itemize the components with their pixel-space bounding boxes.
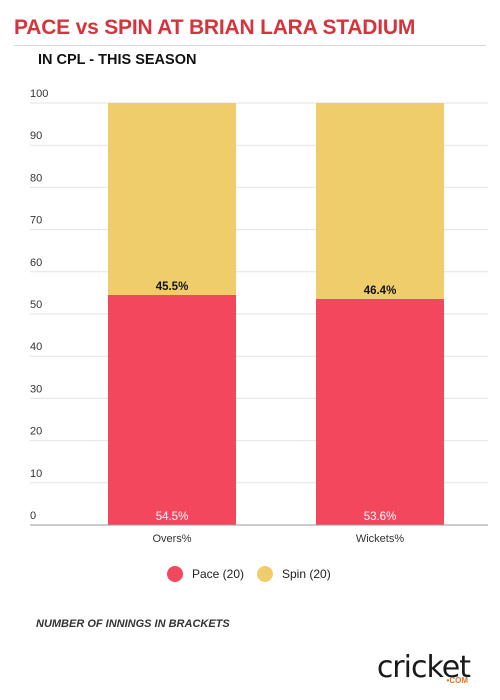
- bar-spin: [108, 103, 236, 296]
- data-label: 54.5%: [156, 511, 189, 523]
- cricket-logo-sub: •COM: [446, 676, 468, 685]
- footnote: NUMBER OF INNINGS IN BRACKETS: [36, 618, 230, 630]
- data-label: 45.5%: [156, 281, 189, 293]
- y-tick-label: 20: [30, 426, 42, 438]
- bar-spin: [316, 103, 444, 299]
- legend-marker: [167, 566, 183, 582]
- y-tick-label: 60: [30, 257, 42, 269]
- y-tick-label: 30: [30, 383, 42, 395]
- data-label: 53.6%: [364, 511, 397, 523]
- legend-marker: [257, 566, 273, 582]
- y-tick-label: 90: [30, 130, 42, 142]
- y-tick-label: 70: [30, 215, 42, 227]
- legend-label: Spin (20): [282, 567, 331, 581]
- stacked-bar-chart: 0 10 20 30 40 50 60 70 80 90 100 54.5% 45.5% Overs% 53…: [30, 88, 488, 582]
- y-tick-label: 10: [30, 468, 42, 480]
- chart-title: PACE vs SPIN AT BRIAN LARA STADIUM: [14, 16, 416, 39]
- y-tick-label: 100: [30, 88, 48, 100]
- bar-pace: [108, 295, 236, 525]
- data-label: 46.4%: [364, 285, 397, 297]
- chart-subtitle: IN CPL - THIS SEASON: [38, 52, 197, 68]
- bar-pace: [316, 298, 444, 525]
- x-tick-label: Overs%: [152, 533, 191, 545]
- y-tick-label: 40: [30, 341, 42, 353]
- title-divider: [14, 45, 486, 46]
- cricket-logo: cricket: [376, 650, 471, 685]
- y-tick-label: 50: [30, 299, 42, 311]
- y-tick-label: 80: [30, 172, 42, 184]
- y-tick-label: 0: [30, 510, 36, 522]
- legend-label: Pace (20): [192, 567, 244, 581]
- x-tick-label: Wickets%: [356, 533, 405, 545]
